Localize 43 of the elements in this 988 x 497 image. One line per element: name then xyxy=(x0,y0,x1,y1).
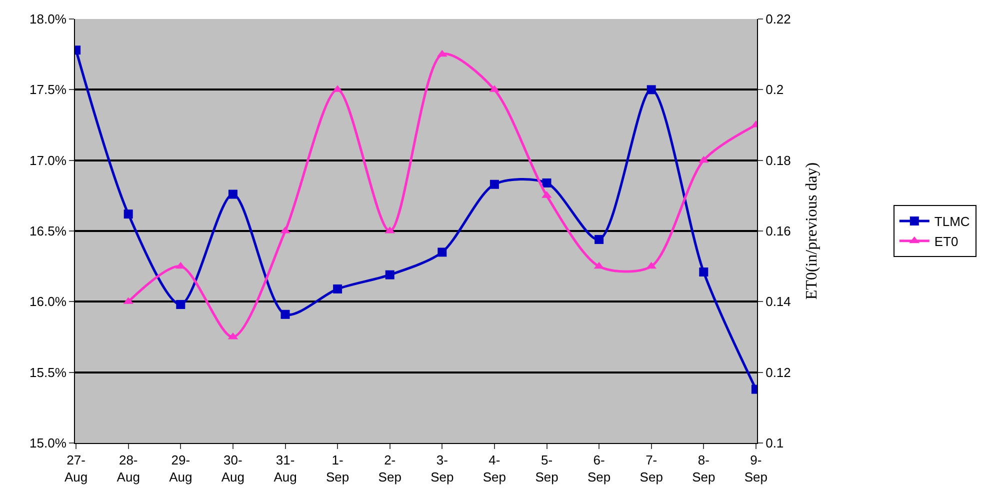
x-tick-label: 8-Sep xyxy=(692,452,716,484)
point xyxy=(385,270,394,280)
x-tick-label: 1-Sep xyxy=(326,452,350,484)
y2-tick-label: 0.18 xyxy=(766,152,791,168)
x-tick-label: 9-Sep xyxy=(744,452,768,484)
x-tick-label: 7-Sep xyxy=(640,452,663,484)
x-tick-label: 5-Sep xyxy=(535,452,558,484)
x-tick-label: 31-Aug xyxy=(274,452,297,484)
y-tick-label: 17.0% xyxy=(30,152,67,168)
x-tick-label: 30-Aug xyxy=(221,452,245,484)
point xyxy=(333,284,342,294)
point xyxy=(646,85,656,94)
x-tick-label: 3-Sep xyxy=(430,452,454,484)
point xyxy=(438,248,447,257)
point xyxy=(699,267,708,276)
x-tick-label: 2-Sep xyxy=(378,452,402,484)
point xyxy=(124,210,133,219)
y-tick-label: 18.0% xyxy=(30,12,67,27)
y-tick-label: 16.0% xyxy=(30,294,67,310)
point xyxy=(542,178,552,188)
y-tick-label: 17.5% xyxy=(30,82,67,98)
y-tick-label: 15.5% xyxy=(30,364,67,380)
x-tick-label: 4-Sep xyxy=(482,452,506,484)
y2-tick-label: 0.2 xyxy=(766,82,784,98)
x-tick-label: 27-Aug xyxy=(64,452,88,484)
y2-tick-label: 0.12 xyxy=(766,364,791,380)
y2-axis-title: ET0(in/previous day) xyxy=(804,162,821,300)
point xyxy=(228,190,238,199)
y2-tick-label: 0.22 xyxy=(766,12,791,27)
x-tick-label: 29-Aug xyxy=(169,452,192,484)
legend-label: TLMC xyxy=(934,214,970,230)
y2-tick-label: 0.14 xyxy=(766,294,791,310)
point xyxy=(280,310,290,319)
x-tick-label: 6-Sep xyxy=(587,452,611,484)
y2-tick-label: 0.1 xyxy=(766,436,784,451)
legend-label: ET0 xyxy=(934,234,958,249)
point xyxy=(490,180,499,189)
x-tick-label: 28-Aug xyxy=(116,452,140,484)
y2-tick-label: 0.16 xyxy=(766,224,791,239)
y-tick-label: 15.0% xyxy=(30,436,67,451)
point xyxy=(594,234,604,244)
y-tick-label: 16.5% xyxy=(30,224,67,239)
point xyxy=(176,300,186,309)
